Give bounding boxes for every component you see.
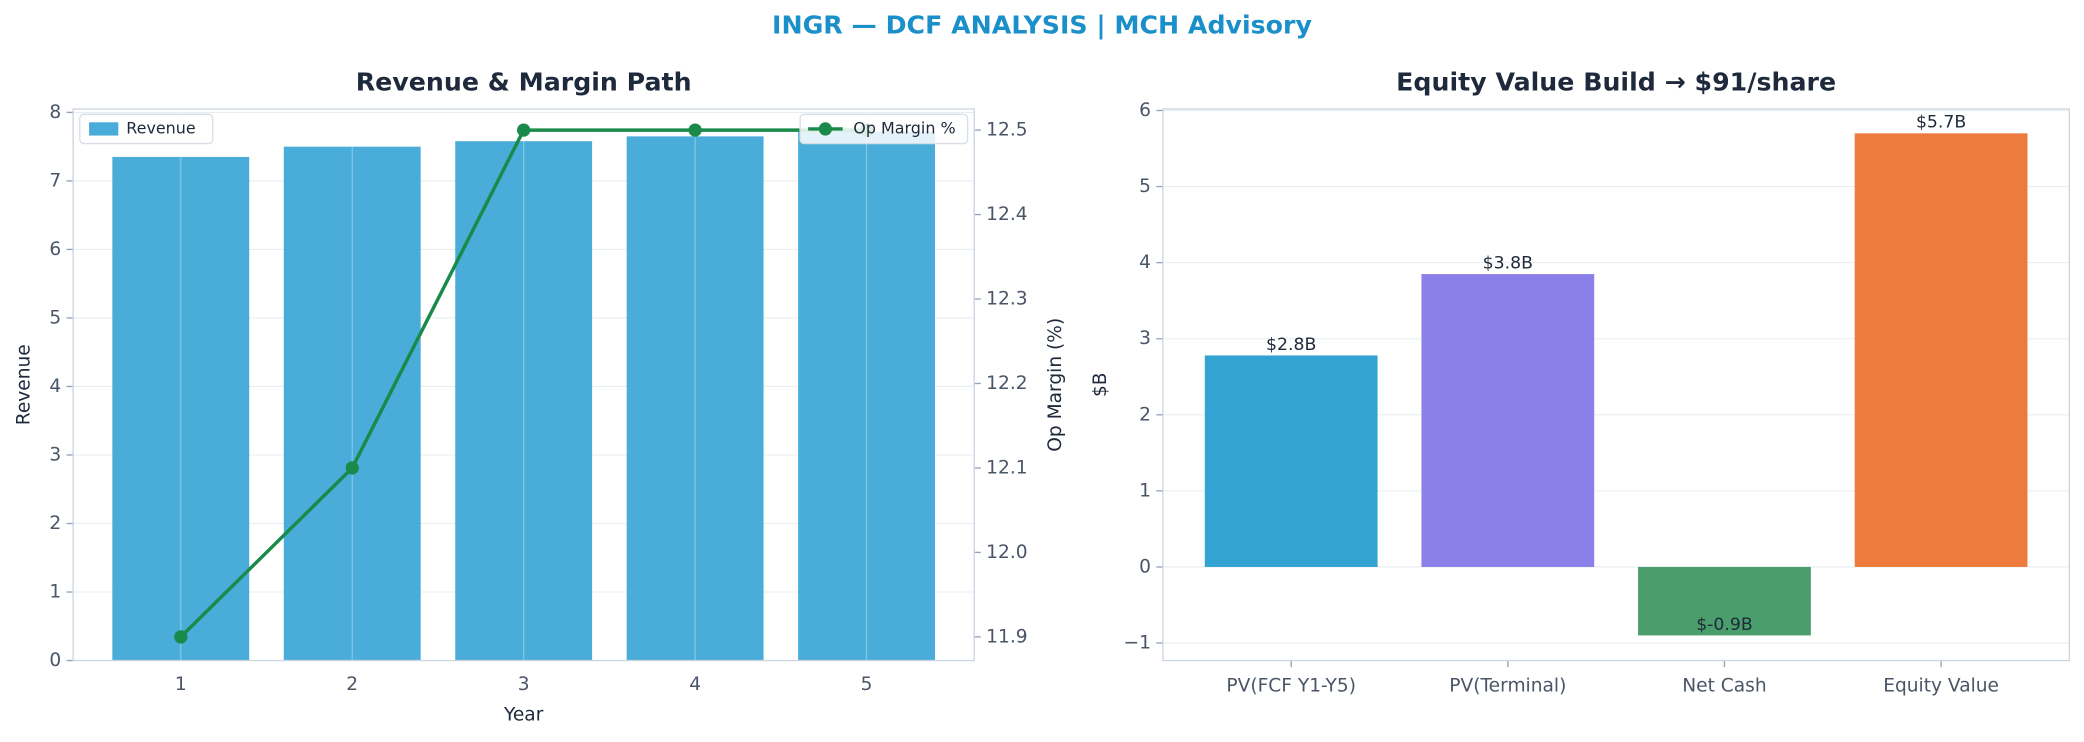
y-axis-label: Revenue	[13, 344, 34, 425]
bar	[626, 136, 764, 661]
chart-title: Revenue & Margin Path	[356, 68, 692, 97]
bar	[1854, 133, 2028, 567]
bar	[112, 156, 250, 661]
y-tick-label: 3	[49, 444, 61, 465]
y-tick-label: 2	[1139, 404, 1151, 425]
value-label: $5.7B	[1916, 113, 1966, 133]
line-point	[517, 123, 531, 137]
legend-box	[79, 113, 214, 145]
bar	[798, 131, 936, 661]
x-tick-label: 3	[518, 674, 530, 695]
y-tick-label: 4	[49, 376, 61, 397]
y2-tick-label: 12.3	[986, 289, 1027, 310]
line-point	[688, 123, 702, 137]
bar	[455, 141, 593, 661]
x-tick-label: 4	[689, 674, 701, 695]
value-label: $3.8B	[1483, 253, 1533, 273]
y2-tick-label: 12.2	[986, 373, 1027, 394]
line-point	[345, 461, 359, 475]
legend-box	[799, 113, 969, 145]
y-tick-label: 0	[1139, 556, 1151, 577]
y-tick-label: 3	[1139, 328, 1151, 349]
y-tick-label: 2	[49, 513, 61, 534]
x-tick-label: PV(FCF Y1-Y5)	[1226, 675, 1356, 696]
y2-tick-label: 12.5	[986, 120, 1027, 141]
y-tick-label: 6	[49, 239, 61, 260]
x-tick-label: Equity Value	[1883, 675, 1999, 696]
value-label: $2.8B	[1266, 335, 1316, 355]
x-tick-label: 1	[175, 674, 187, 695]
y-tick-label: −1	[1124, 633, 1151, 654]
y-tick-label: 1	[49, 582, 61, 603]
y2-axis-label: Op Margin (%)	[1045, 318, 1066, 452]
y-tick-label: 8	[49, 102, 61, 123]
x-tick-label: 2	[346, 674, 358, 695]
legend-swatch	[89, 122, 119, 136]
y2-tick-label: 12.4	[986, 204, 1027, 225]
y2-tick-label: 11.9	[986, 626, 1027, 647]
legend-label: Op Margin %	[853, 118, 955, 137]
y-tick-label: 4	[1139, 252, 1151, 273]
y-tick-label: 7	[49, 170, 61, 191]
y-axis-label: $B	[1090, 372, 1111, 397]
y-tick-label: 5	[1139, 176, 1151, 197]
bar	[1204, 355, 1378, 567]
line-point	[174, 630, 188, 644]
y-tick-label: 0	[49, 650, 61, 671]
x-tick-label: 5	[861, 674, 873, 695]
axes-frame	[72, 108, 975, 662]
legend-label: Revenue	[126, 118, 195, 137]
y2-tick-label: 12.1	[986, 457, 1027, 478]
bar	[283, 146, 421, 661]
chart-title: Equity Value Build → $91/share	[1396, 68, 1836, 97]
y2-tick-label: 12.0	[986, 542, 1027, 563]
y-tick-label: 1	[1139, 480, 1151, 501]
figure-title: INGR — DCF ANALYSIS | MCH Advisory	[772, 11, 1312, 40]
x-tick-label: Net Cash	[1682, 675, 1766, 696]
axes-frame	[1162, 108, 2071, 662]
value-label: $-0.9B	[1696, 615, 1753, 635]
y-tick-label: 5	[49, 307, 61, 328]
legend-marker	[818, 122, 833, 136]
x-axis-label: Year	[503, 705, 544, 726]
bar	[1421, 274, 1595, 567]
bar	[1638, 566, 1811, 636]
y-tick-label: 6	[1139, 100, 1151, 121]
x-tick-label: PV(Terminal)	[1449, 675, 1566, 696]
